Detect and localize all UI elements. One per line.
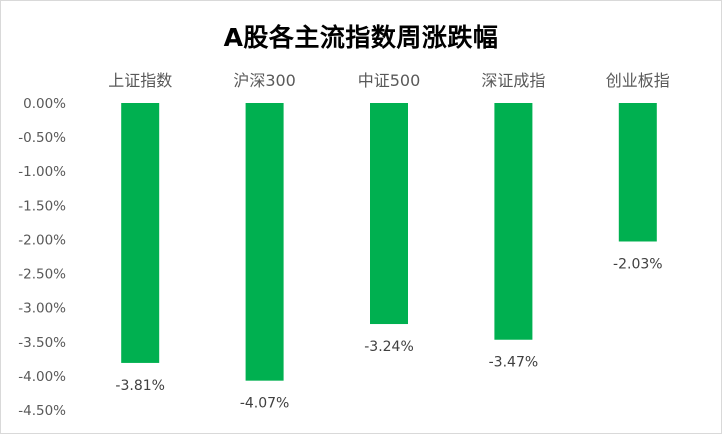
- data-label: -3.47%: [489, 355, 539, 371]
- data-labels: -3.81% -4.07% -3.24% -3.47% -2.03%: [115, 256, 662, 411]
- chart-title: A股各主流指数周涨跌幅: [223, 23, 499, 52]
- category-axis: 上证指数 沪深300 中证500 深证成指 创业板指: [108, 71, 670, 90]
- y-axis: 0.00% -0.50% -1.00% -1.50% -2.00% -2.50% -3.00…: [18, 96, 66, 419]
- y-tick-label: -2.50%: [18, 267, 66, 283]
- y-tick-label: -3.50%: [18, 335, 66, 351]
- bar: [245, 103, 284, 381]
- category-label: 沪深300: [233, 71, 296, 90]
- data-label: -2.03%: [613, 256, 663, 272]
- y-tick-label: -3.00%: [18, 301, 66, 317]
- y-tick-label: -4.50%: [18, 403, 66, 419]
- category-label: 创业板指: [606, 71, 670, 90]
- y-tick-label: -2.00%: [18, 232, 66, 248]
- y-tick-label: -0.50%: [18, 130, 66, 146]
- bar: [494, 103, 533, 340]
- category-label: 上证指数: [108, 71, 172, 90]
- bar: [121, 103, 160, 363]
- bar-series: [121, 103, 657, 381]
- y-tick-label: -1.00%: [18, 164, 66, 180]
- category-label: 深证成指: [481, 71, 545, 90]
- data-label: -4.07%: [240, 396, 290, 412]
- y-tick-label: -1.50%: [18, 198, 66, 214]
- category-label: 中证500: [358, 71, 421, 90]
- data-label: -3.24%: [364, 339, 414, 355]
- data-label: -3.81%: [115, 378, 165, 394]
- y-tick-label: 0.00%: [23, 96, 66, 112]
- bar: [618, 103, 657, 242]
- y-tick-label: -4.00%: [18, 369, 66, 385]
- bar: [370, 103, 408, 325]
